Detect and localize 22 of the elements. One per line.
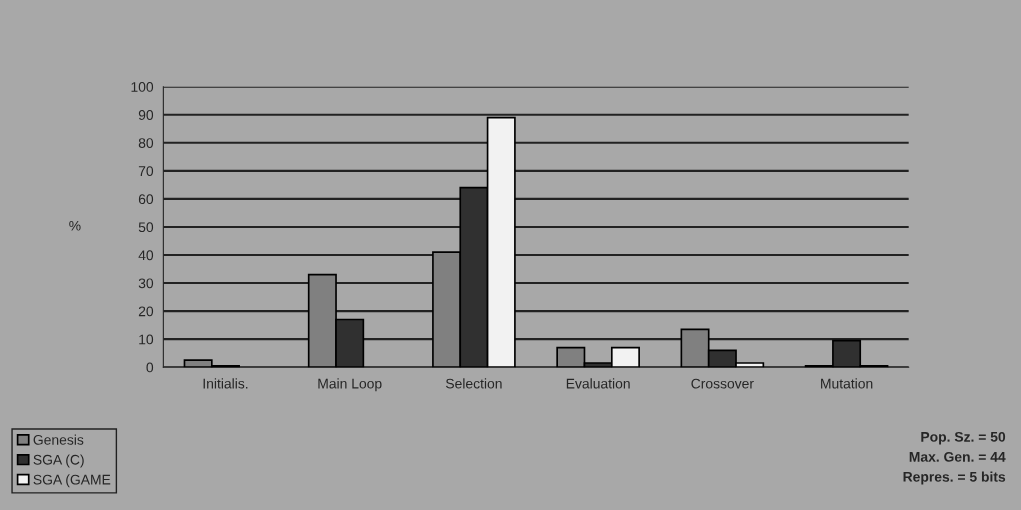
- y-tick-label: 30: [138, 278, 154, 289]
- y-tick-label: 20: [138, 306, 154, 317]
- y-tick-label: 50: [138, 222, 154, 233]
- y-tick-label: 80: [138, 138, 154, 148]
- y-tick-label: 10: [139, 334, 154, 345]
- x-tick-label: Initialis.: [203, 378, 248, 389]
- y-tick-label: 90: [138, 110, 154, 120]
- x-tick-label: Main Loop: [318, 378, 382, 392]
- y-axis-title: %: [69, 220, 81, 231]
- x-tick-label: Selection: [445, 378, 502, 389]
- x-tick-label: Evaluation: [566, 378, 630, 389]
- y-tick-label: 40: [138, 250, 154, 261]
- y-tick-label: 60: [138, 194, 154, 205]
- y-tick-label: 100: [131, 82, 154, 92]
- y-tick-label: 70: [138, 166, 154, 177]
- legend-label: SGA (GAME: [33, 474, 111, 488]
- text: Pop. Sz. = 50 Max. Gen. = 44 Repres. = 5 bits: [903, 431, 1006, 485]
- y-tick-label: 0: [146, 362, 154, 373]
- x-tick-label: Crossover: [691, 378, 754, 389]
- x-tick-label: Mutation: [821, 378, 873, 389]
- legend-label: Genesis: [33, 434, 84, 445]
- legend-label: SGA (C): [33, 454, 84, 468]
